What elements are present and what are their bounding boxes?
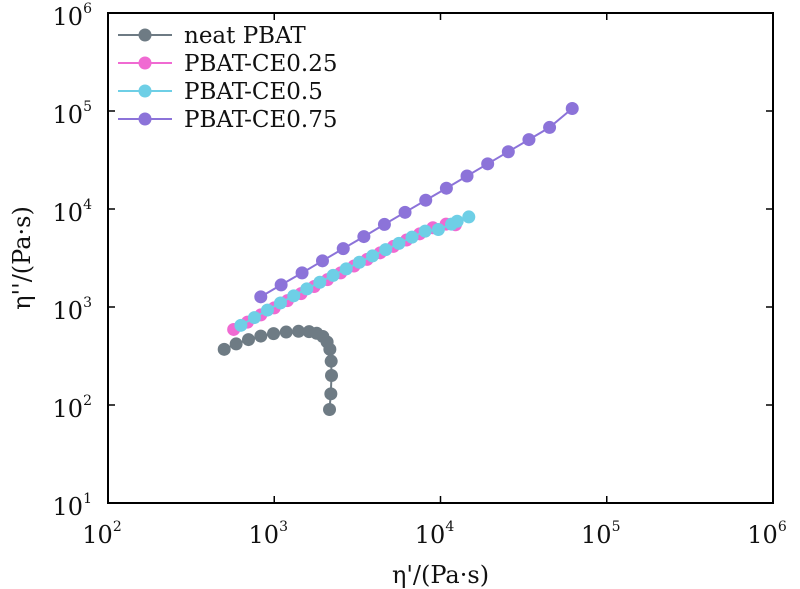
legend: neat PBATPBAT-CE0.25PBAT-CE0.5PBAT-CE0.7… xyxy=(118,23,337,133)
data-point xyxy=(379,243,393,257)
series-layer xyxy=(217,102,579,416)
data-point xyxy=(450,214,464,228)
y-tick-label: 103 xyxy=(53,295,92,325)
data-point xyxy=(357,230,371,244)
y-tick-label: 105 xyxy=(53,99,92,129)
data-point xyxy=(279,325,293,339)
data-point xyxy=(260,303,274,317)
y-axis-title: η''/(Pa·s) xyxy=(8,206,36,310)
data-point xyxy=(352,255,366,269)
x-tick-label: 105 xyxy=(581,519,620,549)
series-pbat-ce0-75 xyxy=(254,102,579,304)
data-point xyxy=(462,210,476,224)
legend-item: neat PBAT xyxy=(118,23,306,49)
data-point xyxy=(324,387,338,401)
series-pbat-ce0-5 xyxy=(234,210,476,332)
data-point xyxy=(229,337,243,351)
data-point xyxy=(234,318,248,332)
data-point xyxy=(439,181,453,195)
y-tick-label: 102 xyxy=(53,393,92,423)
data-point xyxy=(481,157,495,171)
data-point xyxy=(274,278,288,292)
legend-label: neat PBAT xyxy=(184,23,306,49)
data-point xyxy=(324,354,338,368)
data-point xyxy=(325,368,339,382)
legend-label: PBAT-CE0.75 xyxy=(184,107,337,133)
legend-marker xyxy=(138,112,152,126)
data-point xyxy=(431,222,445,236)
data-point xyxy=(217,342,231,356)
data-point xyxy=(418,224,432,238)
data-point xyxy=(273,296,287,310)
axes: 102 103 104 105 106101102103104105106η'/(Pa·… xyxy=(8,1,787,589)
data-point xyxy=(336,242,350,256)
data-point xyxy=(392,236,406,250)
data-point xyxy=(313,275,327,289)
data-point xyxy=(323,402,337,416)
legend-item: PBAT-CE0.5 xyxy=(118,79,323,105)
data-point xyxy=(292,324,306,338)
data-point xyxy=(543,120,557,134)
data-point xyxy=(522,133,536,147)
data-point xyxy=(254,329,268,343)
x-tick-label: 102 xyxy=(82,519,121,549)
data-point xyxy=(323,342,337,356)
legend-marker xyxy=(138,56,152,70)
y-tick-label: 106 xyxy=(53,1,93,31)
data-point xyxy=(254,290,268,304)
legend-item: PBAT-CE0.25 xyxy=(118,51,337,77)
data-point xyxy=(419,193,433,207)
y-tick-label: 104 xyxy=(53,197,93,227)
x-axis-title: η'/(Pa·s) xyxy=(392,561,489,589)
series-line xyxy=(260,107,573,298)
data-point xyxy=(405,230,419,244)
data-point xyxy=(339,262,353,276)
data-point xyxy=(366,249,380,263)
x-tick-label: 104 xyxy=(415,519,455,549)
data-point xyxy=(460,169,474,183)
data-point xyxy=(377,217,391,231)
y-tick-label: 101 xyxy=(53,491,92,521)
data-point xyxy=(295,266,309,280)
data-point xyxy=(501,145,515,159)
legend-marker xyxy=(138,84,152,98)
data-point xyxy=(300,282,314,296)
data-point xyxy=(398,205,412,219)
data-point xyxy=(565,102,579,116)
data-point xyxy=(287,289,301,303)
data-point xyxy=(241,333,255,347)
legend-label: PBAT-CE0.25 xyxy=(184,51,337,77)
series-neat-pbat xyxy=(217,324,339,416)
legend-marker xyxy=(138,28,152,42)
legend-item: PBAT-CE0.75 xyxy=(118,107,337,133)
data-point xyxy=(247,311,261,325)
x-tick-label: 106 xyxy=(747,519,787,549)
data-point xyxy=(326,268,340,282)
data-point xyxy=(315,254,329,268)
data-point xyxy=(267,327,281,341)
x-tick-label: 103 xyxy=(249,519,288,549)
legend-label: PBAT-CE0.5 xyxy=(184,79,323,105)
